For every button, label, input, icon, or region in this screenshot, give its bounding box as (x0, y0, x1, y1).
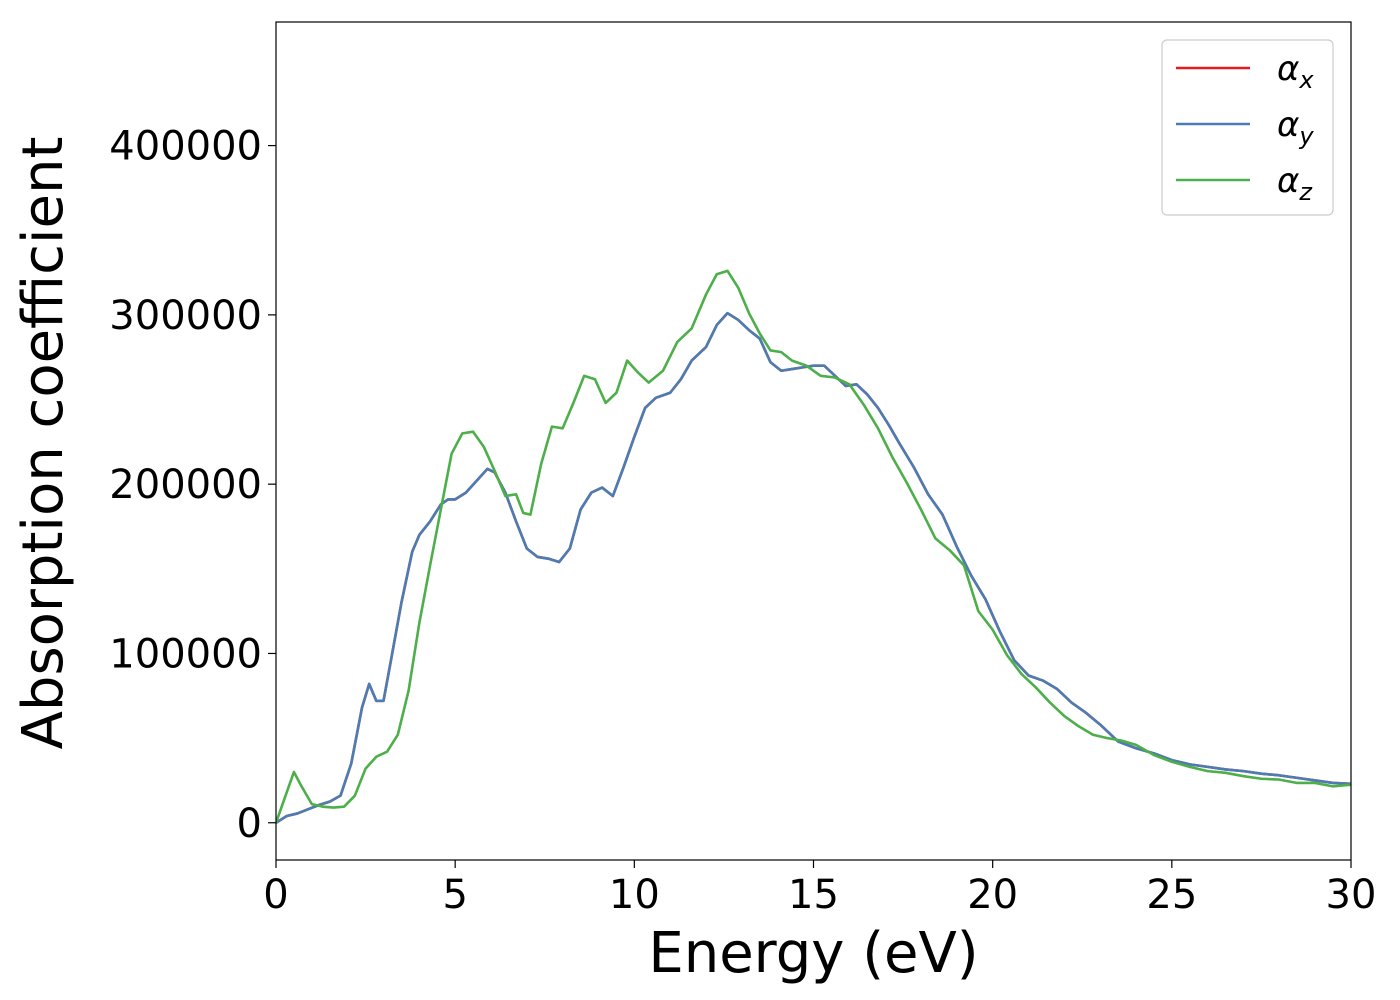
x-axis-title: Energy (eV) (648, 921, 978, 986)
x-tick-label: 15 (788, 872, 839, 918)
y-tick-label: 0 (237, 801, 262, 847)
x-tick-label: 20 (967, 872, 1018, 918)
x-tick-label: 30 (1326, 872, 1377, 918)
y-axis-title: Absorption coefficient (11, 137, 76, 750)
x-tick-label: 10 (609, 872, 660, 918)
y-tick-label: 400000 (109, 124, 262, 170)
series-line-alpha-y (276, 311, 1351, 825)
y-tick-label: 200000 (109, 462, 262, 508)
y-tick-label: 300000 (109, 293, 262, 339)
y-tick-label: 100000 (109, 631, 262, 677)
legend-box (1161, 39, 1334, 216)
series-line-alpha-z (276, 269, 1351, 825)
x-tick-label: 0 (263, 872, 288, 918)
plot-area (276, 269, 1351, 825)
x-tick-label: 25 (1146, 872, 1197, 918)
series-line-alpha-x (276, 311, 1351, 825)
axes: 0 5 10 15 20 25 30 0 100000 200000 300000 400000 (109, 21, 1377, 918)
x-tick-label: 5 (442, 872, 467, 918)
